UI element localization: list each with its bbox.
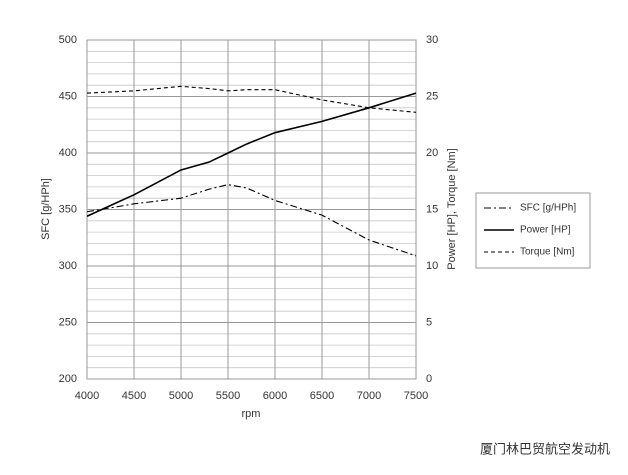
legend-label: SFC [g/HPh] [520, 203, 576, 214]
y2-tick-label: 10 [426, 260, 438, 272]
y-tick-label: 500 [59, 34, 77, 46]
plot-frame [86, 39, 417, 380]
y2-tick-label: 20 [426, 147, 438, 159]
y-tick-label: 250 [59, 316, 77, 328]
x-tick-label: 5500 [216, 390, 240, 402]
y2-tick-label: 30 [426, 34, 438, 46]
y-tick-label: 200 [59, 373, 77, 385]
line [86, 92, 417, 218]
x-tick-label: 4500 [122, 390, 146, 402]
watermark: 厦门林巴贸航空发动机 [480, 441, 610, 456]
y-tick-label: 300 [59, 260, 77, 272]
x-tick-label: 7500 [404, 390, 428, 402]
x-tick-label: 7000 [357, 390, 381, 402]
y2-tick-label: 15 [426, 203, 438, 215]
legend-label: Power [HP] [520, 225, 571, 236]
x-tick-label: 5000 [169, 390, 193, 402]
y2-axis-label: Power [HP], Torque [Nm] [446, 148, 458, 269]
line [86, 184, 417, 257]
y-tick-label: 450 [59, 90, 77, 102]
x-tick-label: 6000 [263, 390, 287, 402]
y2-tick-label: 25 [426, 90, 438, 102]
line [86, 85, 417, 113]
y2-tick-label: 5 [426, 316, 432, 328]
legend-label: Torque [Nm] [520, 247, 575, 258]
y-tick-label: 400 [59, 147, 77, 159]
x-axis-label: rpm [242, 408, 261, 420]
x-tick-label: 4000 [75, 390, 99, 402]
y-axis-label: SFC [g/HPh] [40, 178, 52, 240]
y-tick-label: 350 [59, 203, 77, 215]
y2-tick-label: 0 [426, 373, 432, 385]
x-tick-label: 6500 [310, 390, 334, 402]
